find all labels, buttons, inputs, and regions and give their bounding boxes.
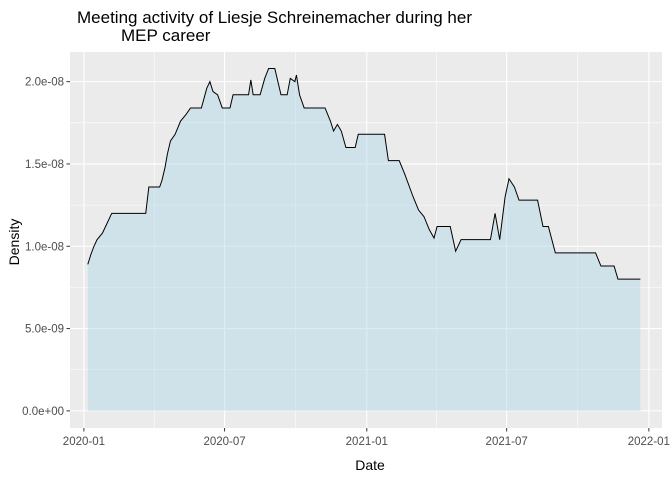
x-axis: 2020-01 2020-07 2021-01 2021-07 2022-01: [63, 428, 670, 448]
y-tick-label: 1.0e-08: [25, 241, 64, 253]
density-line: [87, 67, 641, 280]
x-tick-label: 2021-01: [346, 436, 388, 448]
y-tick-label: 5.0e-09: [25, 324, 64, 336]
y-tick-label: 1.5e-08: [25, 159, 64, 171]
y-tick-label: 2.0e-08: [25, 77, 64, 89]
x-tick-label: 2022-01: [628, 436, 670, 448]
y-tick-label: 0.0e+00: [22, 406, 64, 418]
x-axis-title: Date: [355, 457, 385, 473]
x-tick-label: 2020-07: [203, 436, 245, 448]
x-tick-label: 2021-07: [486, 436, 528, 448]
y-axis: 0.0e+00 5.0e-09 1.0e-08 1.5e-08 2.0e-08: [22, 77, 70, 418]
plot-panel: [70, 52, 662, 428]
x-tick-label: 2020-01: [63, 436, 105, 448]
chart-title-line-2: MEP career: [121, 26, 211, 45]
chart-title-line-1: Meeting activity of Liesje Schreinemache…: [77, 8, 472, 27]
y-axis-title: Density: [6, 219, 22, 266]
major-gridlines: [70, 52, 662, 428]
density-area-fill: [87, 68, 641, 411]
minor-gridlines: [70, 52, 662, 428]
